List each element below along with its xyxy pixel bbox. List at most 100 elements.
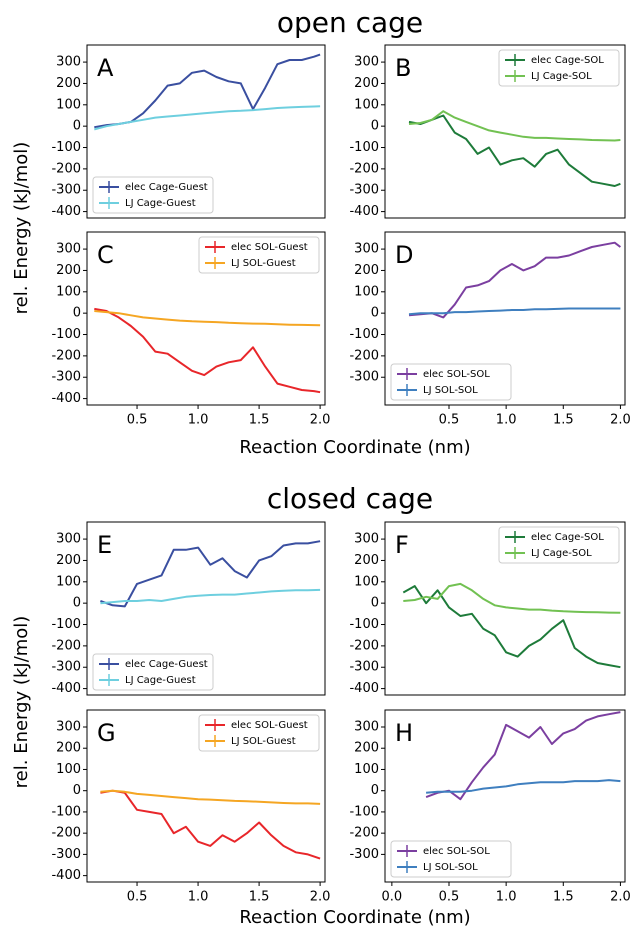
plot-frame <box>86 231 326 406</box>
y-axis-label: rel. Energy (kJ/mol) <box>11 616 32 789</box>
y-tick-label: -200 <box>349 638 379 653</box>
y-tick-label: -100 <box>51 140 81 155</box>
y-tick-label: 200 <box>354 263 379 278</box>
y-tick-label: 300 <box>354 532 379 547</box>
x-tick-label: 1.5 <box>553 413 574 428</box>
x-tick-label: 2.0 <box>310 890 331 905</box>
x-tick-label: 1.0 <box>188 413 209 428</box>
legend-box <box>92 176 214 214</box>
y-axis-label: rel. Energy (kJ/mol) <box>11 142 32 315</box>
y-tick-label: 300 <box>354 719 379 734</box>
y-tick-label: 0 <box>371 596 379 611</box>
y-tick-label: -300 <box>51 847 81 862</box>
legend-label: elec Cage-Guest <box>125 182 208 193</box>
panel-label: H <box>395 719 413 747</box>
y-tick-label: -400 <box>51 868 81 883</box>
x-tick-label: 2.0 <box>610 413 631 428</box>
series-line <box>408 241 622 319</box>
legend-box <box>198 714 320 752</box>
series-line <box>403 582 621 614</box>
legend-label: LJ SOL-Guest <box>231 736 296 747</box>
y-tick-label: -100 <box>349 804 379 819</box>
series-line <box>94 307 321 394</box>
y-tick-label: -300 <box>51 660 81 675</box>
x-tick-label: 0.5 <box>439 413 460 428</box>
series-line <box>94 105 321 131</box>
y-tick-label: 0 <box>371 119 379 134</box>
section-title: closed cage <box>267 482 433 515</box>
series-line <box>100 540 321 608</box>
section-title: open cage <box>277 6 423 39</box>
y-tick-label: -400 <box>51 204 81 219</box>
x-tick-label: 2.0 <box>310 413 331 428</box>
y-tick-label: -200 <box>349 161 379 176</box>
plot-frame <box>86 44 326 219</box>
y-tick-label: -200 <box>349 348 379 363</box>
x-tick-label: 0.5 <box>439 890 460 905</box>
legend-label: elec Cage-SOL <box>531 532 604 543</box>
legend-box <box>498 526 620 564</box>
x-tick-label: 1.5 <box>249 413 270 428</box>
y-tick-label: 300 <box>56 242 81 257</box>
series-line <box>408 110 621 142</box>
y-tick-label: -200 <box>51 348 81 363</box>
x-tick-label: 0.5 <box>127 890 148 905</box>
series-line <box>100 588 321 605</box>
y-tick-label: 0 <box>73 119 81 134</box>
series-line <box>402 585 621 669</box>
plot-frame <box>384 709 626 883</box>
y-tick-label: 200 <box>354 553 379 568</box>
panel-label: B <box>395 54 411 82</box>
y-tick-label: -100 <box>51 327 81 342</box>
y-tick-label: -200 <box>51 638 81 653</box>
y-tick-label: -100 <box>349 327 379 342</box>
x-tick-label: 1.5 <box>553 890 574 905</box>
y-tick-label: -300 <box>349 183 379 198</box>
x-tick-label: 0.5 <box>127 413 148 428</box>
x-tick-label: 1.0 <box>188 890 209 905</box>
y-tick-label: 0 <box>73 596 81 611</box>
y-tick-label: 100 <box>56 574 81 589</box>
y-tick-label: -300 <box>349 847 379 862</box>
legend-label: elec SOL-Guest <box>231 720 308 731</box>
series-line <box>425 711 621 801</box>
y-tick-label: 0 <box>73 306 81 321</box>
legend-label: LJ SOL-SOL <box>423 385 478 396</box>
y-tick-label: 100 <box>354 762 379 777</box>
y-tick-label: 100 <box>354 284 379 299</box>
legend-label: LJ Cage-Guest <box>125 198 196 209</box>
y-tick-label: -100 <box>349 140 379 155</box>
y-tick-label: 200 <box>56 76 81 91</box>
legend-label: LJ Cage-SOL <box>531 71 592 82</box>
y-tick-label: 100 <box>354 97 379 112</box>
y-tick-label: 100 <box>56 97 81 112</box>
y-tick-label: -200 <box>51 826 81 841</box>
y-tick-label: -200 <box>51 161 81 176</box>
series-line <box>94 310 321 327</box>
legend-box <box>390 840 512 878</box>
series-line <box>100 789 321 860</box>
y-tick-label: 200 <box>56 741 81 756</box>
y-tick-label: 0 <box>371 783 379 798</box>
x-tick-label: 1.0 <box>496 413 517 428</box>
legend-box <box>498 49 620 87</box>
legend-box <box>92 653 214 691</box>
y-tick-label: -100 <box>349 617 379 632</box>
y-tick-label: 0 <box>371 306 379 321</box>
panel-label: C <box>97 241 114 269</box>
legend-label: LJ SOL-Guest <box>231 258 296 269</box>
legend-label: elec SOL-SOL <box>423 846 490 857</box>
y-tick-label: 300 <box>354 55 379 70</box>
panel-label: E <box>97 531 112 559</box>
plot-frame <box>86 521 326 696</box>
x-tick-label: 1.0 <box>496 890 517 905</box>
panel-label: F <box>395 531 409 559</box>
legend-label: LJ Cage-SOL <box>531 548 592 559</box>
legend-label: elec Cage-Guest <box>125 659 208 670</box>
y-tick-label: -400 <box>51 391 81 406</box>
y-tick-label: 300 <box>56 55 81 70</box>
y-tick-label: 200 <box>354 76 379 91</box>
series-line <box>426 779 621 794</box>
x-tick-label: 0.0 <box>382 890 403 905</box>
